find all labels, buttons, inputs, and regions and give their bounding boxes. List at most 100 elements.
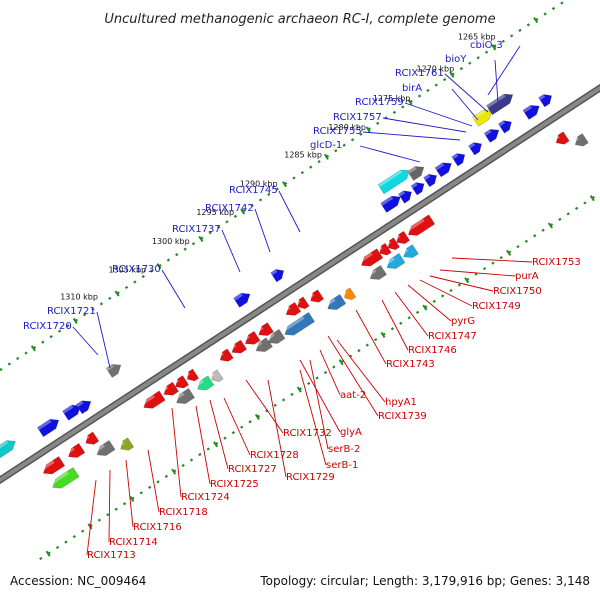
reverse-gene-arrow-body (284, 312, 316, 336)
reverse-gene-arrow-shine (265, 333, 275, 341)
reverse-gene-arrow (208, 369, 224, 383)
reverse-label-leader (419, 279, 473, 307)
guide-dot (332, 365, 336, 369)
reverse-gene-arrow (160, 381, 180, 396)
forward-gene-label: RCIX1721 (47, 306, 96, 317)
tick-label: 1290 kbp (240, 180, 278, 189)
tick-label: 1300 kbp (152, 237, 190, 246)
reverse-gene-label: RCIX1732 (283, 428, 332, 439)
guide-dot (41, 340, 45, 344)
reverse-gene-arrow (400, 244, 419, 258)
guide-dot (175, 253, 179, 257)
forward-gene-arrow-body (538, 94, 553, 108)
guide-dot (57, 329, 62, 333)
forward-gene-arrow-body (36, 418, 60, 438)
forward-gene-arrow-shine (522, 105, 533, 113)
reverse-label-leader (125, 459, 134, 528)
topology-text: Topology: circular; Length: 3,179,916 bp… (259, 574, 590, 588)
reverse-gene-label: RCIX1725 (210, 479, 259, 490)
guide-dot (524, 239, 529, 243)
guide-dot (233, 214, 238, 218)
forward-gene-arrow-shine (398, 190, 406, 197)
reverse-gene-arrow-body (175, 375, 190, 389)
forward-label-leader (451, 88, 479, 121)
forward-gene-arrow (233, 292, 251, 308)
forward-gene-label: RCIX1745 (229, 185, 278, 196)
forward-gene-arrow (483, 129, 500, 143)
reverse-gene-arrow-shine (172, 378, 180, 385)
reverse-gene-arrow-body (143, 390, 166, 409)
reverse-label-leader (86, 479, 97, 556)
reverse-label-leader (309, 359, 329, 450)
reverse-gene-arrow-shine (324, 298, 336, 307)
reverse-gene-arrow-shine (65, 447, 75, 455)
reverse-gene-label: RCIX1746 (408, 345, 457, 356)
reverse-gene-label: RCIX1750 (493, 286, 542, 297)
reverse-gene-label: RCIX1743 (386, 359, 435, 370)
reverse-gene-label: RCIX1724 (181, 492, 230, 503)
forward-gene-label: cbiO-3 (470, 40, 503, 51)
reverse-gene-arrow-shine (217, 352, 224, 358)
guide-dot (231, 431, 236, 435)
guide-dot (376, 121, 380, 125)
reverse-gene-arrow-shine (383, 257, 395, 266)
reverse-gene-label: RCIX1753 (532, 257, 581, 268)
guide-dot (206, 447, 210, 451)
forward-gene-arrow-body (522, 105, 540, 120)
forward-gene-arrow (410, 182, 425, 196)
guide-dot (432, 299, 436, 303)
forward-gene-arrow (75, 400, 92, 415)
guide-dot (468, 61, 472, 65)
forward-gene-arrow-shine (468, 142, 476, 149)
forward-gene-arrow (270, 269, 285, 283)
reverse-gene-arrow (383, 252, 406, 269)
reverse-label-leader (223, 397, 251, 456)
guide-dot (566, 212, 570, 216)
reverse-gene-arrow-body (231, 339, 248, 354)
reverse-gene-arrow-shine (572, 136, 579, 143)
reverse-label-leader (327, 335, 379, 417)
guide-dot (499, 256, 503, 260)
guide-dot (482, 266, 487, 271)
reverse-label-leader (108, 469, 111, 543)
guide-major-tick (533, 17, 539, 24)
guide-dot (476, 56, 480, 60)
reverse-gene-arrow (49, 467, 80, 489)
forward-gene-arrow-shine (486, 94, 506, 109)
reverse-gene-arrow-shine (358, 252, 373, 264)
reverse-gene-arrow-shine (94, 444, 105, 453)
reverse-gene-label: RCIX1727 (228, 464, 277, 475)
forward-gene-arrow (407, 166, 425, 181)
forward-gene-arrow-body (62, 404, 81, 421)
forward-gene-arrow (36, 418, 60, 438)
forward-gene-arrow-body (497, 120, 512, 134)
guide-dot (415, 310, 420, 314)
reverse-gene-arrow-body (186, 368, 200, 382)
reverse-gene-arrow-shine (385, 240, 392, 246)
guide-dot (484, 50, 489, 54)
reverse-label-leader (299, 369, 327, 466)
guide-dot (350, 138, 355, 142)
reverse-gene-arrow-shine (49, 471, 69, 486)
reverse-label-leader (147, 449, 160, 513)
reverse-label-leader (381, 299, 409, 351)
reverse-gene-arrow (117, 437, 135, 451)
reverse-label-leader (336, 339, 386, 403)
guide-major-tick (213, 441, 219, 448)
guide-dot (114, 507, 118, 511)
forward-gene-arrow-body (410, 182, 425, 196)
reverse-gene-arrow (173, 388, 196, 404)
forward-gene-arrow-body (377, 169, 410, 195)
guide-dot (0, 367, 3, 372)
forward-gene-arrow-shine (233, 293, 243, 301)
guide-dot (72, 534, 76, 539)
guide-dot (216, 225, 221, 229)
forward-gene-arrow-shine (270, 269, 278, 276)
reverse-gene-arrow-shine (400, 248, 409, 255)
guide-dot (66, 324, 70, 328)
guide-major-tick (296, 386, 302, 393)
reverse-gene-arrow-body (386, 252, 406, 269)
reverse-gene-arrow-body (255, 337, 273, 352)
forward-label-leader (359, 145, 421, 163)
